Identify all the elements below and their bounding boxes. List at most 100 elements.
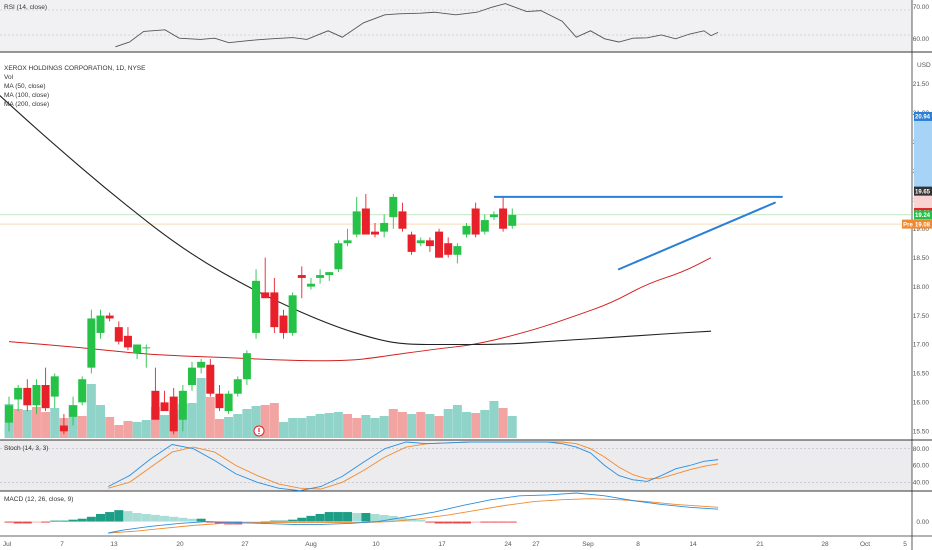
rsi-band [0,0,912,52]
candle-body [425,240,434,247]
price-tick-label: 18.50 [913,255,930,262]
currency-label: USD [917,62,931,69]
stoch-tick-label: 80.00 [913,446,930,453]
x-tick-label: 28 [821,541,829,548]
macd-histogram-bar [297,517,307,522]
x-axis: Jul 7 13 20 27 Aug 10 17 24 27 Sep 8 14 21 28 Oct 5 [3,541,907,548]
stoch-tick-label: 60.00 [913,463,930,470]
candle-body [123,335,132,348]
candle-body [87,318,96,368]
macd-histogram-bar [361,513,371,522]
macd-histogram-bar [59,520,69,522]
reference-lines [0,214,912,225]
macd-histogram-bar [68,519,78,522]
volume-bar [388,409,398,438]
volume-bar [425,414,435,438]
ma50-line [8,257,712,362]
candle-body [489,214,498,218]
volume-bar [416,412,426,438]
candle-body [444,243,453,255]
alert-icon[interactable] [253,425,265,437]
macd-histogram-bar [279,520,288,522]
ma200-label: MA (200, close) [4,101,49,108]
candle-body [407,234,416,252]
volume-bar [361,415,371,438]
macd-histogram-bar [324,512,334,522]
x-tick-label: 7 [60,541,64,548]
macd-histogram-bar [407,518,417,522]
candle-body [380,222,389,232]
volume-bar [507,416,517,438]
x-tick-label: 10 [372,541,380,548]
macd-tick-label: 0.00 [916,519,929,526]
x-tick-label: Oct [860,541,870,548]
macd-histogram-bar [471,521,481,523]
macd-histogram-bar [315,513,325,522]
macd-histogram-bar [141,513,151,522]
volume-bar [132,422,142,438]
candle-body [270,292,279,328]
price-tick-label: 17.00 [913,342,930,349]
volume-bar [306,416,316,438]
rsi-indicator [115,3,719,48]
last-price-tag: 19.24 [915,213,931,219]
stop-zone [913,191,932,213]
rsi-label: RSI (14, close) [4,4,47,11]
volume-bar [269,403,279,438]
candle-body [151,390,160,420]
volume-bar [114,425,124,438]
pre-price-tag-bg [914,219,932,229]
candle-body [32,385,41,406]
volume-bar [324,413,334,438]
candle-body [41,385,50,409]
macd-histogram-bar [370,513,380,522]
volume-bar [379,416,389,438]
candle-body [105,315,114,319]
macd-histogram-bar [507,521,517,523]
volume-bar [407,414,417,438]
candle-body [114,327,123,342]
trendlines[interactable] [493,195,783,271]
volume-bar [233,414,243,438]
volume-bar [434,416,444,438]
volume-bar [343,414,353,438]
volume-bar [462,412,471,438]
volume-bar [41,412,51,438]
volume-bar [150,407,160,438]
macd-histogram-bar [352,513,362,522]
price-tick-label: 15.50 [913,429,930,436]
price-tick-label: 16.50 [913,371,930,378]
candle-body [160,402,169,412]
rsi-tick-label: 70.00 [913,4,930,11]
candle-body [233,379,242,394]
entry-price-tag: 19.65 [915,189,931,195]
candle-body [371,231,379,235]
candle-body [398,211,407,229]
macd-signal-line [108,498,719,534]
candle-body [50,376,59,397]
stoch-indicator [108,441,719,492]
candle-body [471,208,480,235]
candle-body [188,367,196,386]
volume-bar [187,403,197,438]
x-tick-label: 5 [903,541,907,548]
macd-histogram-bar [123,511,133,522]
price-tick-label: 19.00 [913,226,930,233]
long-position-tool[interactable] [913,116,932,213]
volume-bar [370,418,380,438]
macd-histogram-bar [50,520,60,522]
macd-histogram-bar [22,521,32,524]
macd-histogram-bar [288,519,298,522]
x-tick-label: Aug [305,541,317,548]
x-tick-label: 17 [438,541,446,548]
volume-bar [489,401,499,438]
x-tick-label: 27 [532,541,540,548]
macd-histogram-bar [187,518,197,522]
candle-body [279,315,288,333]
candle-body [334,243,343,270]
volume-bar [160,415,170,438]
macd-histogram-bar [397,517,407,522]
candle-body [343,240,352,244]
pre-price-tag-prefix: Pre [903,222,913,228]
